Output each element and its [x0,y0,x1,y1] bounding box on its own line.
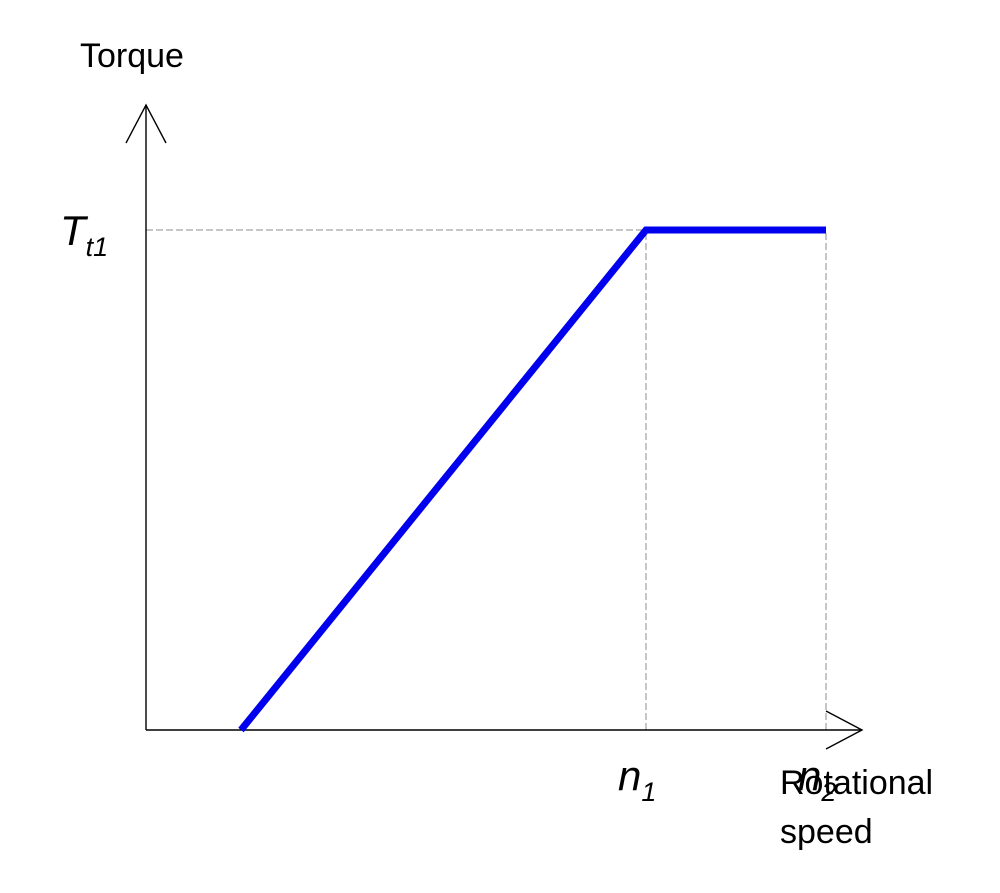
x-axis-arrowhead [825,710,864,750]
y-axis-arrowhead [125,103,167,144]
guide-lines [146,229,827,730]
y-axis-label: Torque [80,37,184,75]
axes [125,103,864,750]
torque-curve [238,226,826,733]
x-tick-label-2: n2 [798,752,836,807]
x-axis-label-line-2: speed [780,813,873,851]
tick-labels: n1 n2 Tt1 [60,207,836,807]
x-tick-label-1: n1 [618,752,656,807]
series [238,226,826,733]
y-tick-label-1: Tt1 [60,207,108,262]
x-axis-label-line-1: Rotational [780,764,933,802]
